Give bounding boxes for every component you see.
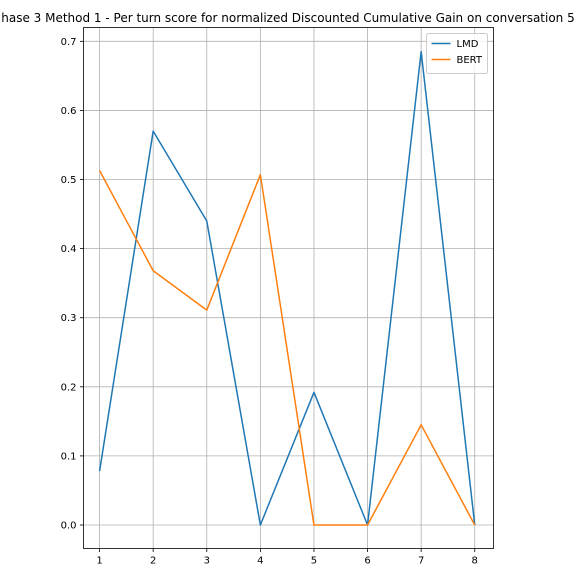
plot-area-frame	[83, 27, 494, 549]
series-line-bert	[98, 170, 476, 526]
legend-label-bert: BERT	[457, 55, 483, 66]
x-tick-label: 7	[418, 556, 424, 567]
x-tick-label: 6	[364, 556, 370, 567]
y-tick-label: 0.4	[61, 244, 77, 255]
x-tick-label: 1	[96, 556, 102, 567]
y-tick-label: 0.1	[61, 451, 77, 462]
x-tick-label: 4	[257, 556, 263, 567]
legend: LMD BERT	[426, 33, 488, 74]
y-tick-label: 0.2	[61, 382, 77, 393]
tick-layer: 1 2 3 4 5 6 7 8 0.0 0.1 0.2 0.3 0.4 0.5 0.6 0.7	[61, 37, 478, 567]
y-tick-label: 0.5	[61, 175, 77, 186]
legend-label-lmd: LMD	[457, 39, 479, 50]
y-tick-label: 0.7	[61, 37, 77, 48]
x-tick-label: 2	[150, 556, 156, 567]
y-tick-label: 0.6	[61, 106, 77, 117]
x-tick-label: 5	[311, 556, 317, 567]
x-tick-label: 8	[472, 556, 478, 567]
series-layer	[98, 50, 476, 526]
y-tick-label: 0.0	[61, 521, 77, 532]
y-tick-label: 0.3	[61, 313, 77, 324]
chart-title: hase 3 Method 1 - Per turn score for nor…	[1, 11, 575, 25]
x-tick-label: 3	[204, 556, 210, 567]
grid-layer	[83, 27, 494, 549]
series-line-lmd	[98, 50, 476, 526]
